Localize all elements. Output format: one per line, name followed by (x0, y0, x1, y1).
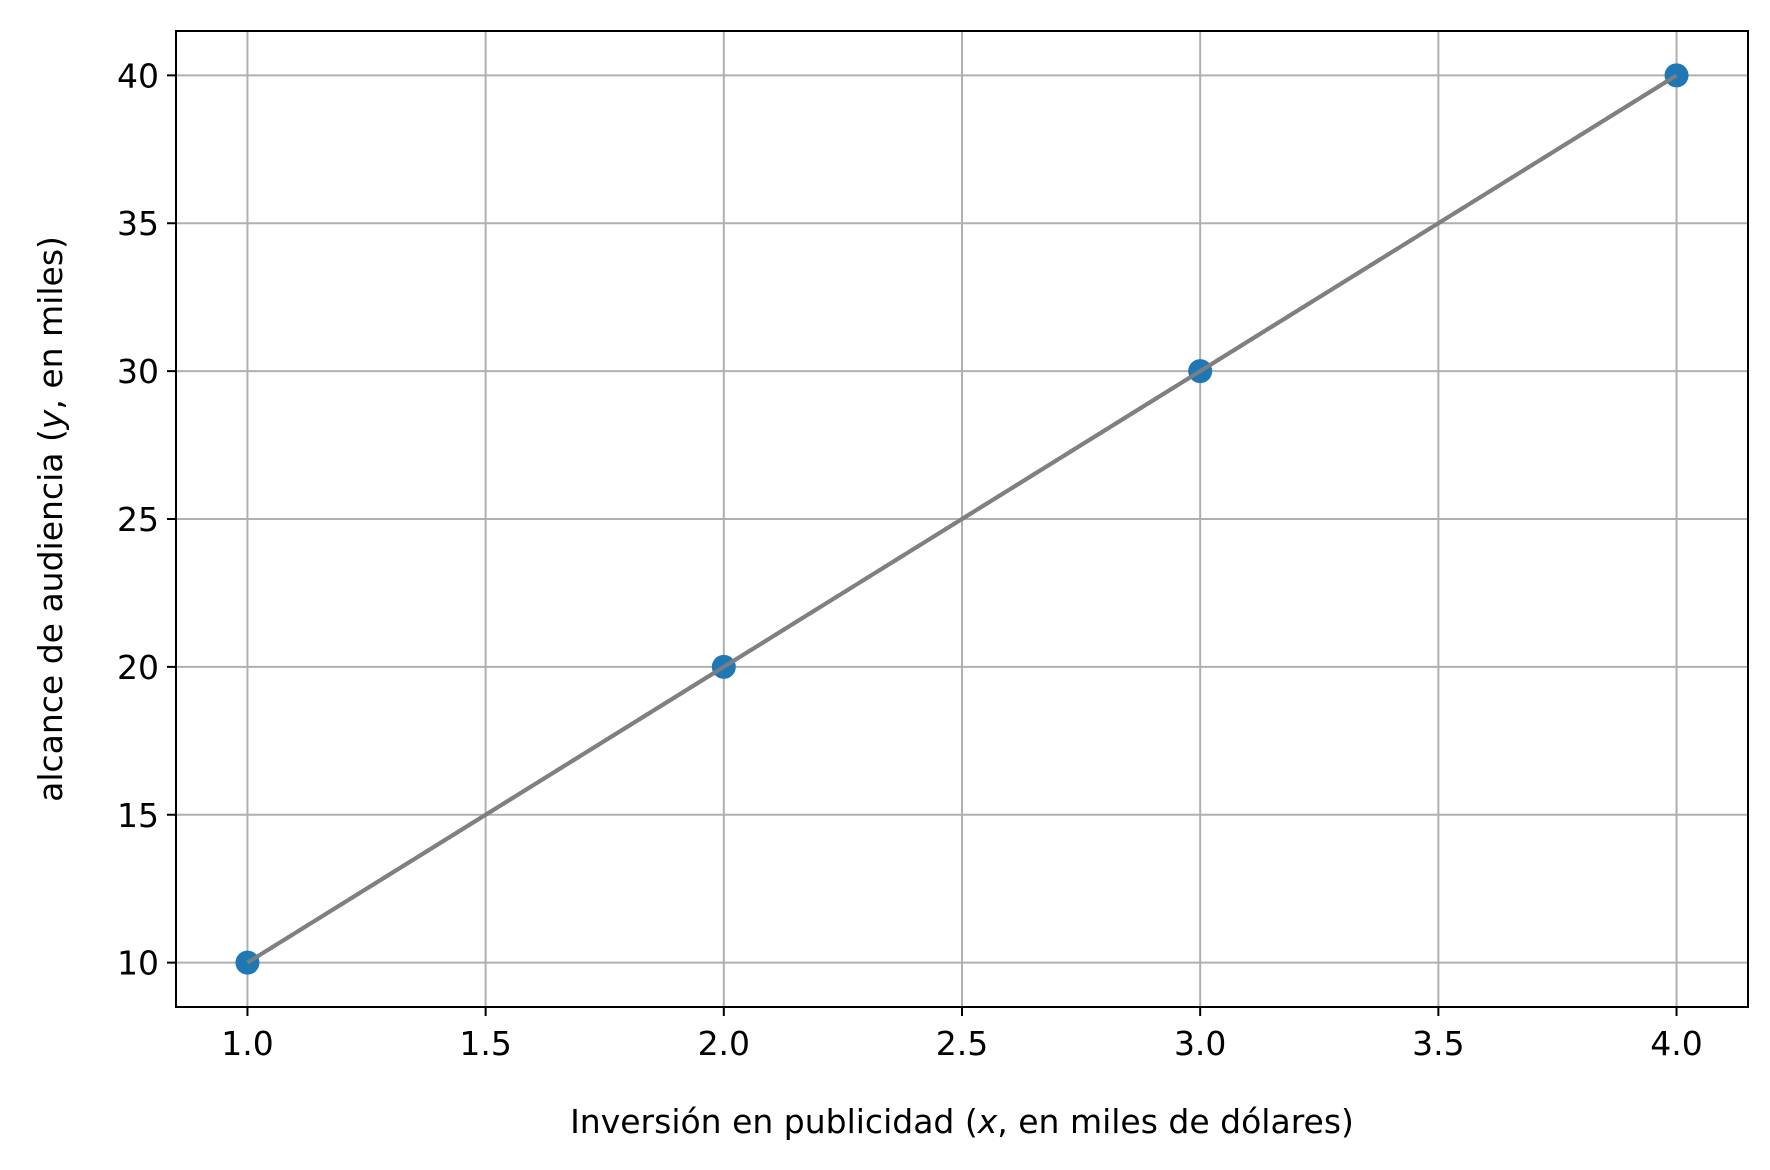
y-tick-label: 30 (117, 352, 159, 391)
y-tick-label: 25 (117, 500, 159, 539)
grid (176, 31, 1748, 1007)
y-axis-title-var: y (31, 409, 70, 430)
x-tick-label: 1.5 (459, 1024, 511, 1063)
x-tick-label: 4.0 (1650, 1024, 1702, 1063)
y-axis-title-after: , en miles) (31, 236, 70, 410)
x-tick-label: 2.5 (936, 1024, 988, 1063)
series-layer (235, 63, 1689, 975)
y-tick-label: 40 (117, 56, 159, 95)
y-tick-label: 10 (117, 944, 159, 983)
ticks: 1.0 1.5 2.0 2.5 3.0 3.5 4.0 10 15 20 25 30 35 40 (117, 56, 1703, 1063)
y-tick-label: 20 (117, 648, 159, 687)
y-axis-title-before: alcance de audiencia ( (31, 429, 70, 802)
x-axis-title-var: x (977, 1102, 998, 1141)
data-point-marker (235, 950, 260, 975)
x-axis-title-before: Inversión en publicidad ( (570, 1102, 978, 1141)
x-tick-label: 3.0 (1174, 1024, 1226, 1063)
y-tick-label: 35 (117, 204, 159, 243)
x-tick-label: 3.5 (1412, 1024, 1464, 1063)
y-tick-label: 15 (117, 796, 159, 835)
x-tick-label: 1.0 (221, 1024, 273, 1063)
x-axis-title-after: , en miles de dólares) (997, 1102, 1354, 1141)
x-tick-label: 2.0 (698, 1024, 750, 1063)
x-axis-title: Inversión en publicidad (x, en miles de … (570, 1102, 1354, 1141)
y-axis-title: alcance de audiencia (y, en miles) (31, 236, 70, 802)
series-solid-line-overlay (246, 73, 1678, 965)
